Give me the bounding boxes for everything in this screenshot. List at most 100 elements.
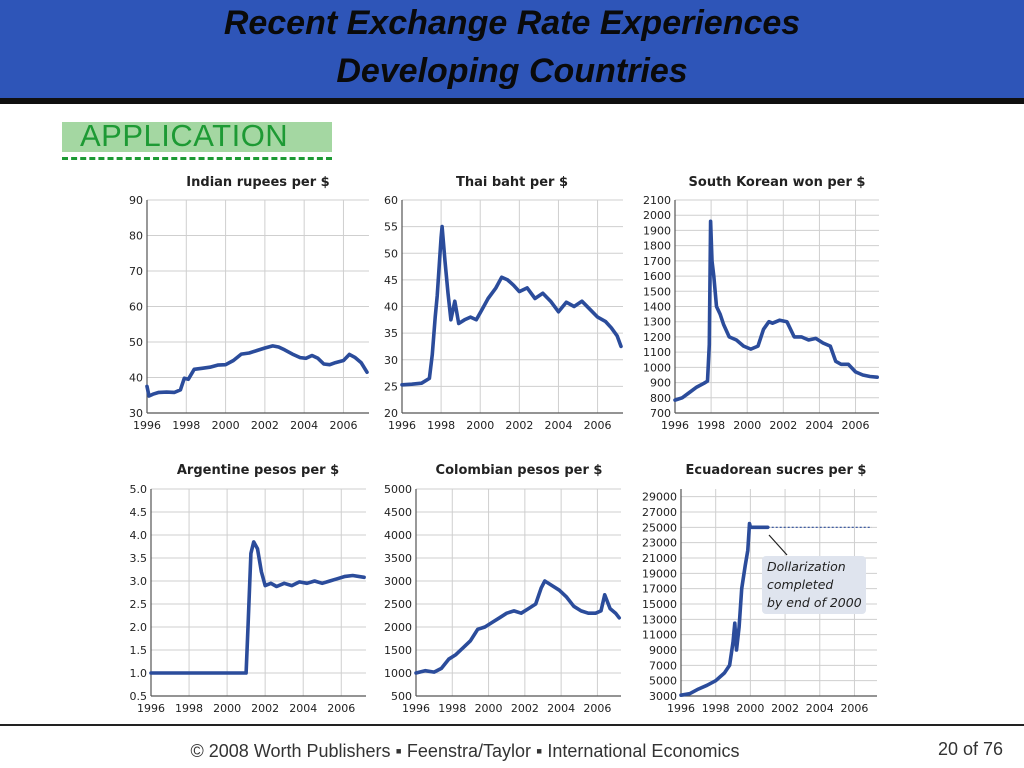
y-tick-label: 1000 bbox=[643, 361, 671, 374]
y-tick-label: 4500 bbox=[384, 506, 412, 519]
x-tick-label: 2004 bbox=[544, 419, 572, 432]
y-tick-label: 4000 bbox=[384, 529, 412, 542]
application-tag-dash-line bbox=[62, 157, 332, 160]
y-tick-label: 45 bbox=[384, 274, 398, 287]
y-tick-label: 90 bbox=[129, 194, 143, 207]
x-tick-label: 2004 bbox=[547, 702, 575, 715]
chart-title: Colombian pesos per $ bbox=[436, 463, 603, 478]
y-tick-label: 500 bbox=[391, 690, 412, 703]
x-tick-label: 2006 bbox=[583, 702, 611, 715]
slide-title-line-2: Developing Countries bbox=[336, 52, 688, 90]
y-tick-label: 3000 bbox=[649, 690, 677, 703]
y-tick-label: 20 bbox=[384, 407, 398, 420]
x-tick-label: 1996 bbox=[133, 419, 161, 432]
x-tick-label: 2006 bbox=[842, 419, 870, 432]
y-tick-label: 17000 bbox=[642, 583, 677, 596]
x-tick-label: 2004 bbox=[289, 702, 317, 715]
y-tick-label: 5000 bbox=[384, 483, 412, 496]
y-tick-label: 23000 bbox=[642, 537, 677, 550]
series-line bbox=[673, 219, 880, 402]
annotation-text: Dollarization bbox=[767, 559, 846, 574]
y-tick-label: 25000 bbox=[642, 521, 677, 534]
y-tick-label: 2000 bbox=[643, 209, 671, 222]
x-tick-label: 2000 bbox=[212, 419, 240, 432]
chart-title: Argentine pesos per $ bbox=[177, 463, 339, 478]
application-tag: APPLICATION bbox=[80, 118, 289, 153]
y-tick-label: 30 bbox=[129, 407, 143, 420]
x-tick-label: 2002 bbox=[251, 702, 279, 715]
x-tick-label: 2002 bbox=[505, 419, 533, 432]
y-tick-label: 11000 bbox=[642, 629, 677, 642]
y-tick-label: 40 bbox=[384, 301, 398, 314]
y-tick-label: 5000 bbox=[649, 675, 677, 688]
y-tick-label: 80 bbox=[129, 230, 143, 243]
x-tick-label: 1996 bbox=[402, 702, 430, 715]
page-number: 20 of 76 bbox=[938, 739, 1004, 759]
series-line bbox=[400, 224, 623, 387]
x-tick-label: 2006 bbox=[840, 702, 868, 715]
y-tick-label: 5.0 bbox=[130, 483, 148, 496]
x-tick-label: 1998 bbox=[438, 702, 466, 715]
series-line bbox=[149, 540, 366, 675]
y-tick-label: 2000 bbox=[384, 621, 412, 634]
y-tick-label: 15000 bbox=[642, 598, 677, 611]
y-tick-label: 27000 bbox=[642, 506, 677, 519]
x-tick-label: 2002 bbox=[511, 702, 539, 715]
y-tick-label: 70 bbox=[129, 265, 143, 278]
x-tick-label: 2000 bbox=[475, 702, 503, 715]
y-tick-label: 2500 bbox=[384, 598, 412, 611]
y-tick-label: 3000 bbox=[384, 575, 412, 588]
x-tick-label: 2006 bbox=[327, 702, 355, 715]
x-tick-label: 2006 bbox=[329, 419, 357, 432]
y-tick-label: 1700 bbox=[643, 255, 671, 268]
y-tick-label: 40 bbox=[129, 372, 143, 385]
x-tick-label: 2000 bbox=[736, 702, 764, 715]
y-tick-label: 800 bbox=[650, 392, 671, 405]
y-tick-label: 25 bbox=[384, 380, 398, 393]
y-tick-label: 3.0 bbox=[130, 575, 148, 588]
y-tick-label: 2.0 bbox=[130, 621, 148, 634]
annotation-text: by end of 2000 bbox=[767, 595, 862, 610]
x-tick-label: 2000 bbox=[213, 702, 241, 715]
y-tick-label: 4.0 bbox=[130, 529, 148, 542]
y-tick-label: 60 bbox=[129, 301, 143, 314]
y-tick-label: 1900 bbox=[643, 224, 671, 237]
y-tick-label: 13000 bbox=[642, 613, 677, 626]
annotation-box bbox=[762, 556, 866, 614]
series-line bbox=[414, 579, 622, 675]
x-tick-label: 2006 bbox=[584, 419, 612, 432]
y-tick-label: 1100 bbox=[643, 346, 671, 359]
y-tick-label: 50 bbox=[129, 336, 143, 349]
y-tick-label: 21000 bbox=[642, 552, 677, 565]
series-line bbox=[145, 344, 369, 398]
y-tick-label: 1300 bbox=[643, 316, 671, 329]
y-tick-label: 1.5 bbox=[130, 644, 148, 657]
chart-title: Thai baht per $ bbox=[456, 175, 568, 190]
footer-credit: © 2008 Worth Publishers ▪ Feenstra/Taylo… bbox=[190, 741, 740, 761]
x-tick-label: 2004 bbox=[806, 702, 834, 715]
x-tick-label: 1996 bbox=[388, 419, 416, 432]
y-tick-label: 30 bbox=[384, 354, 398, 367]
x-tick-label: 1998 bbox=[702, 702, 730, 715]
annotation-pointer bbox=[768, 534, 788, 556]
y-tick-label: 55 bbox=[384, 221, 398, 234]
y-tick-label: 2100 bbox=[643, 194, 671, 207]
y-tick-label: 1000 bbox=[384, 667, 412, 680]
series-line bbox=[679, 521, 770, 698]
chart-title: Ecuadorean sucres per $ bbox=[686, 463, 867, 478]
y-tick-label: 4.5 bbox=[130, 506, 148, 519]
y-tick-label: 1.0 bbox=[130, 667, 148, 680]
x-tick-label: 2004 bbox=[805, 419, 833, 432]
x-tick-label: 2004 bbox=[290, 419, 318, 432]
x-tick-label: 1998 bbox=[697, 419, 725, 432]
x-tick-label: 1998 bbox=[427, 419, 455, 432]
y-tick-label: 1500 bbox=[643, 285, 671, 298]
x-tick-label: 1996 bbox=[661, 419, 689, 432]
chart-title: South Korean won per $ bbox=[689, 175, 866, 190]
x-tick-label: 2002 bbox=[251, 419, 279, 432]
y-tick-label: 3500 bbox=[384, 552, 412, 565]
slide-title-line-1: Recent Exchange Rate Experiences bbox=[223, 4, 801, 42]
y-tick-label: 19000 bbox=[642, 567, 677, 580]
y-tick-label: 1600 bbox=[643, 270, 671, 283]
